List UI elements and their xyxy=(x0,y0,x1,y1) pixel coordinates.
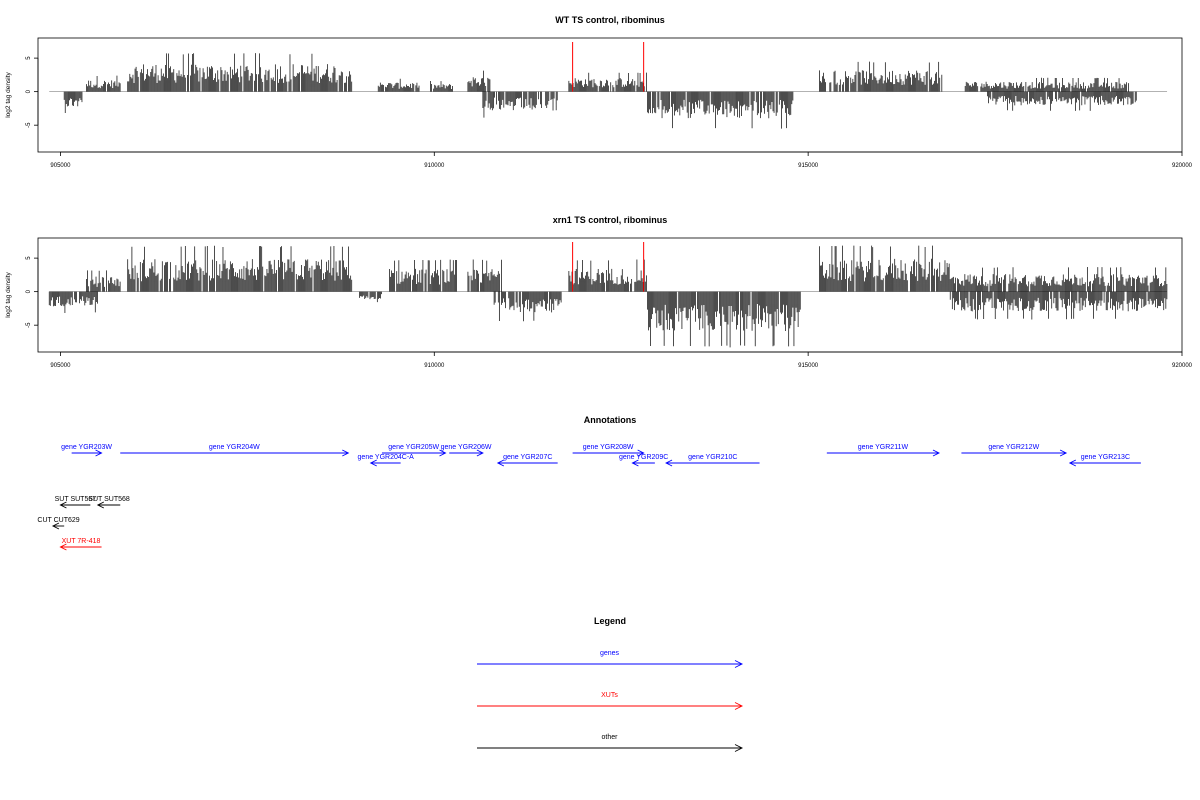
feature-arrow-head xyxy=(1068,459,1077,467)
x-tick-label: 905000 xyxy=(50,163,71,169)
xrn1-panel-frame xyxy=(37,237,1183,353)
feature-label: gene YGR204C-A xyxy=(358,454,415,461)
annotation-features: gene YGR203W gene YGR204W gene YGR205Wgene… xyxy=(37,444,1141,551)
feature-label: gene YGR205W xyxy=(388,444,439,451)
feature-arrow-head xyxy=(932,449,940,457)
wt-panel-y-axis: 5 0 -5 xyxy=(26,56,39,128)
feature-arrow-head xyxy=(96,501,105,509)
xrn1-panel-markers xyxy=(572,242,645,292)
feature-arrow-head xyxy=(95,449,103,457)
annotation-feature: gene YGR211W xyxy=(826,444,940,457)
annotations-title: Annotations xyxy=(584,415,637,425)
xrn1-panel-y-axis: 5 0 -5 xyxy=(26,256,39,328)
x-tick-label: 915000 xyxy=(798,163,819,169)
xrn1-panel: xrn1 TS control, ribominus log2 tag dens… xyxy=(5,215,1193,369)
y-tick-label: 5 xyxy=(26,256,32,260)
feature-arrow-head xyxy=(59,501,67,509)
legend-panel: Legend genes XUTs other xyxy=(477,616,744,752)
legend-label: other xyxy=(602,734,619,741)
feature-arrow-head xyxy=(342,449,350,457)
feature-label: gene YGR206W xyxy=(441,444,492,451)
feature-arrow-head xyxy=(476,449,484,457)
feature-label: gene YGR203W xyxy=(61,444,112,451)
annotation-feature: gene YGR206W xyxy=(441,444,492,457)
legend-entries: genes XUTs other xyxy=(477,650,744,752)
y-tick-label: -5 xyxy=(26,122,32,128)
feature-label: gene YGR207C xyxy=(503,454,552,461)
feature-label: gene YGR204W xyxy=(209,444,260,451)
legend-entry-gene: genes xyxy=(477,650,744,668)
xrn1-panel-bars xyxy=(48,245,1168,348)
feature-label: gene YGR211W xyxy=(858,444,909,451)
x-tick-label: 920000 xyxy=(1172,163,1193,169)
xrn1-panel-title: xrn1 TS control, ribominus xyxy=(553,215,668,225)
xrn1-panel-ylabel: log2 tag density xyxy=(5,271,12,317)
annotation-feature: SUT SUT568 xyxy=(88,496,130,509)
legend-entry-other: other xyxy=(477,734,744,752)
wt-panel-markers xyxy=(572,42,645,92)
wt-panel-ylabel: log2 tag density xyxy=(5,71,12,117)
wt-panel-title: WT TS control, ribominus xyxy=(555,15,665,25)
feature-label: gene YGR209C xyxy=(619,454,668,461)
annotation-feature: CUT CUT629 xyxy=(37,517,80,530)
feature-label: gene YGR213C xyxy=(1081,454,1130,461)
feature-label: SUT SUT568 xyxy=(88,496,130,503)
feature-label: XUT 7R-418 xyxy=(62,538,101,545)
feature-arrow-head xyxy=(439,449,447,457)
annotation-feature: SUT SUT567 xyxy=(55,496,97,509)
annotation-feature: gene YGR209C xyxy=(619,454,668,467)
x-tick-label: 905000 xyxy=(50,363,71,369)
legend-label: XUTs xyxy=(601,692,618,699)
feature-arrow-head xyxy=(51,522,60,530)
wt-panel-bars xyxy=(63,53,1137,129)
legend-label: genes xyxy=(600,650,620,657)
x-tick-label: 920000 xyxy=(1172,363,1193,369)
legend-arrow-head xyxy=(734,660,744,668)
annotation-feature: gene YGR212W xyxy=(961,444,1068,457)
density-bars xyxy=(48,245,1168,348)
feature-arrow-head xyxy=(665,459,673,467)
feature-label: SUT SUT567 xyxy=(55,496,97,503)
annotation-feature: gene YGR204W xyxy=(120,444,350,457)
feature-arrow-head xyxy=(1059,449,1068,457)
xrn1-panel-x-axis: 905000 910000 915000 920000 xyxy=(50,351,1193,369)
annotation-feature: XUT 7R-418 xyxy=(59,538,102,551)
annotation-feature: gene YGR205W xyxy=(381,444,447,457)
x-tick-label: 910000 xyxy=(424,363,445,369)
annotation-feature: gene YGR213C xyxy=(1068,454,1141,467)
feature-arrow-head xyxy=(637,449,645,457)
annotation-feature: gene YGR208W xyxy=(572,444,645,457)
annotation-feature: gene YGR203W xyxy=(61,444,112,457)
annotation-feature: gene YGR207C xyxy=(496,454,558,467)
legend-arrow-head xyxy=(734,744,744,752)
wt-panel: WT TS control, ribominus log2 tag densit… xyxy=(5,15,1193,169)
y-tick-label: -5 xyxy=(26,322,32,328)
feature-arrow-head xyxy=(369,459,377,467)
feature-label: gene YGR210C xyxy=(688,454,737,461)
x-tick-label: 915000 xyxy=(798,363,819,369)
y-tick-label: 5 xyxy=(26,56,32,60)
feature-arrow-head xyxy=(631,459,639,467)
y-tick-label: 0 xyxy=(26,89,32,93)
feature-arrow-head xyxy=(59,543,67,551)
density-bars xyxy=(63,53,1137,129)
wt-panel-x-axis: 905000 910000 915000 920000 xyxy=(50,151,1193,169)
legend-entry-xut: XUTs xyxy=(477,692,744,710)
feature-label: gene YGR208W xyxy=(583,444,634,451)
legend-title: Legend xyxy=(594,616,626,626)
feature-label: gene YGR212W xyxy=(988,444,1039,451)
annotations-panel: Annotations gene YGR203W gene YGR204W gene… xyxy=(37,415,1141,551)
feature-arrow-head xyxy=(496,459,505,467)
feature-label: CUT CUT629 xyxy=(37,517,79,524)
annotation-feature: gene YGR210C xyxy=(665,454,760,467)
y-tick-label: 0 xyxy=(26,289,32,293)
x-tick-label: 910000 xyxy=(424,163,445,169)
legend-arrow-head xyxy=(734,702,744,710)
annotation-feature: gene YGR204C-A xyxy=(358,454,415,467)
